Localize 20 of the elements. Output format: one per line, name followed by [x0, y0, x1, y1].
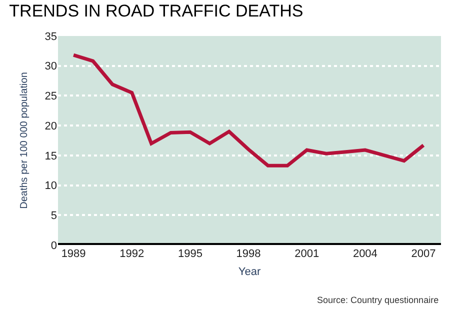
- y-tick-label: 35: [44, 30, 57, 43]
- y-tick-label: 10: [44, 180, 57, 192]
- x-tick-label: 2007: [411, 248, 436, 260]
- y-tick-label: 25: [44, 90, 57, 103]
- line-series: [72, 53, 426, 168]
- x-tick-label: 2001: [294, 248, 320, 260]
- y-tick-label: 5: [50, 210, 57, 222]
- x-tick-label: 2004: [352, 248, 378, 260]
- x-tick-label: 1995: [178, 248, 202, 260]
- y-tick-label: 15: [44, 150, 57, 162]
- x-axis-title: Year: [238, 266, 261, 278]
- y-tick-label: 0: [50, 240, 57, 252]
- source-note: Source: Country questionnaire: [317, 295, 439, 305]
- x-tick-label: 1998: [236, 248, 261, 260]
- chart-title: TRENDS IN ROAD TRAFFIC DEATHS: [9, 2, 304, 21]
- x-tick-label: 1989: [61, 248, 86, 260]
- y-tick-label: 20: [44, 120, 57, 132]
- y-tick-label: 30: [44, 60, 57, 73]
- x-tick-label: 1992: [120, 248, 144, 260]
- y-axis-title: Deaths per 100 000 population: [18, 72, 30, 209]
